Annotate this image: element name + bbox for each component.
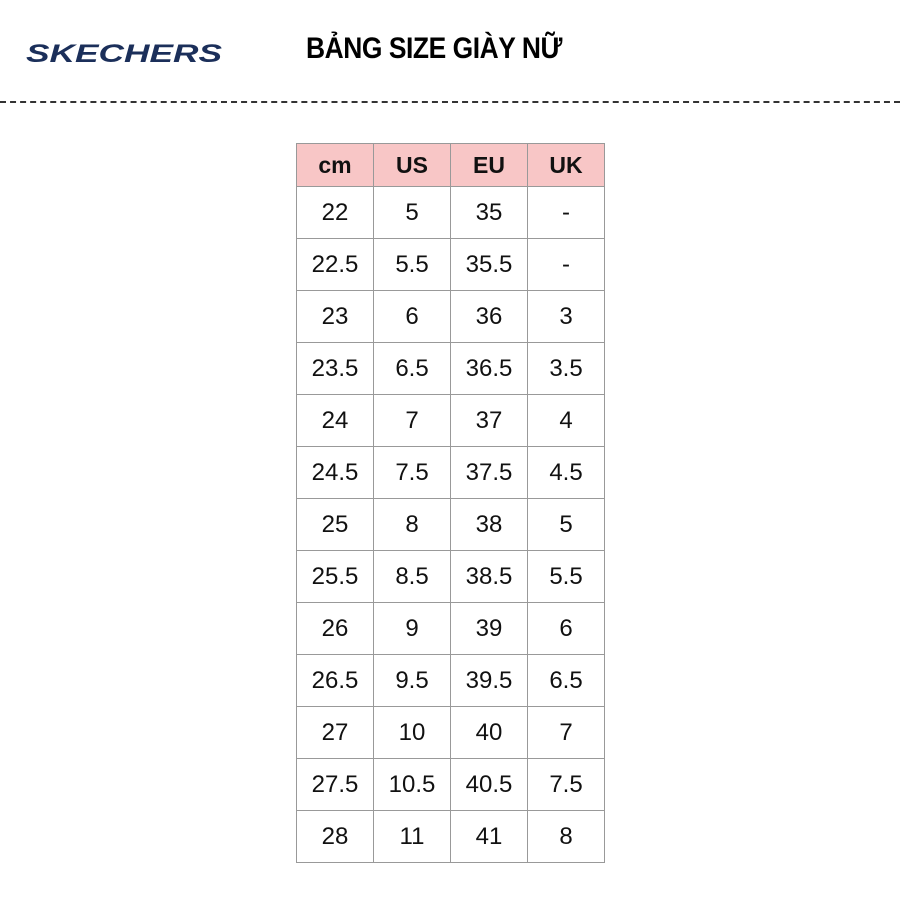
table-cell: 8.5 — [373, 550, 451, 603]
table-cell: 41 — [450, 810, 528, 863]
table-cell: 37 — [450, 394, 528, 447]
table-cell: 5 — [373, 186, 451, 239]
column-header-cm: cm — [296, 143, 374, 187]
table-row: 25.5 8.5 38.5 5.5 — [296, 550, 605, 603]
table-cell: - — [527, 238, 605, 291]
table-row: 22 5 35- — [296, 186, 605, 239]
header-row: cm US EU UK — [296, 143, 605, 187]
table-cell: 3 — [527, 290, 605, 343]
table-cell: 11 — [373, 810, 451, 863]
table-row: 22.5 5.5 35.5- — [296, 238, 605, 291]
table-cell: 9 — [373, 602, 451, 655]
column-header-uk: UK — [527, 143, 605, 187]
table-cell: 4 — [527, 394, 605, 447]
table-cell: 40.5 — [450, 758, 528, 811]
table-cell: 39 — [450, 602, 528, 655]
table-row: 27.5 10.5 40.5 7.5 — [296, 758, 605, 811]
table-row: 27 10 40 7 — [296, 706, 605, 759]
table-row: 26.5 9.5 39.5 6.5 — [296, 654, 605, 707]
table-cell: 40 — [450, 706, 528, 759]
table-cell: 6.5 — [527, 654, 605, 707]
table-cell: 9.5 — [373, 654, 451, 707]
table-cell: 6 — [527, 602, 605, 655]
table-cell: 24 — [296, 394, 374, 447]
table-cell: 7.5 — [373, 446, 451, 499]
column-header-eu: EU — [450, 143, 528, 187]
table-cell: 10 — [373, 706, 451, 759]
table-cell: 37.5 — [450, 446, 528, 499]
table-cell: 23.5 — [296, 342, 374, 395]
table-cell: 7 — [527, 706, 605, 759]
table-row: 23 6 36 3 — [296, 290, 605, 343]
table-cell: - — [527, 186, 605, 239]
table-cell: 7.5 — [527, 758, 605, 811]
table-cell: 38.5 — [450, 550, 528, 603]
table-cell: 36.5 — [450, 342, 528, 395]
table-cell: 8 — [373, 498, 451, 551]
table-cell: 27.5 — [296, 758, 374, 811]
table-row: 24 7 37 4 — [296, 394, 605, 447]
divider — [0, 101, 900, 103]
table-row: 28 11 41 8 — [296, 810, 605, 863]
table-cell: 35 — [450, 186, 528, 239]
table-row: 24.5 7.5 37.5 4.5 — [296, 446, 605, 499]
page-title: BẢNG SIZE GIÀY NỮ — [306, 32, 562, 65]
table-cell: 7 — [373, 394, 451, 447]
table-row: 25 8 38 5 — [296, 498, 605, 551]
table-cell: 6.5 — [373, 342, 451, 395]
table-cell: 35.5 — [450, 238, 528, 291]
table-cell: 26.5 — [296, 654, 374, 707]
table-cell: 5 — [527, 498, 605, 551]
table-cell: 26 — [296, 602, 374, 655]
table-cell: 39.5 — [450, 654, 528, 707]
table-row: 26 9 39 6 — [296, 602, 605, 655]
table-cell: 27 — [296, 706, 374, 759]
logo-text: SKECHERS — [26, 40, 222, 68]
column-header-us: US — [373, 143, 451, 187]
table-cell: 23 — [296, 290, 374, 343]
table-cell: 36 — [450, 290, 528, 343]
table-cell: 10.5 — [373, 758, 451, 811]
table-cell: 4.5 — [527, 446, 605, 499]
table-cell: 3.5 — [527, 342, 605, 395]
table-cell: 38 — [450, 498, 528, 551]
table-cell: 22 — [296, 186, 374, 239]
table-cell: 22.5 — [296, 238, 374, 291]
table-cell: 5.5 — [373, 238, 451, 291]
size-table: cm US EU UK 22 5 35-22.5 5.5 35.5-23 6 36 3 23.5 6.5… — [296, 143, 605, 863]
skechers-logo: SKECHERS — [26, 40, 222, 68]
table-cell: 25.5 — [296, 550, 374, 603]
table-cell: 28 — [296, 810, 374, 863]
table-cell: 25 — [296, 498, 374, 551]
table-row: 23.5 6.5 36.5 3.5 — [296, 342, 605, 395]
table-cell: 5.5 — [527, 550, 605, 603]
table-cell: 8 — [527, 810, 605, 863]
table-cell: 24.5 — [296, 446, 374, 499]
table-cell: 6 — [373, 290, 451, 343]
